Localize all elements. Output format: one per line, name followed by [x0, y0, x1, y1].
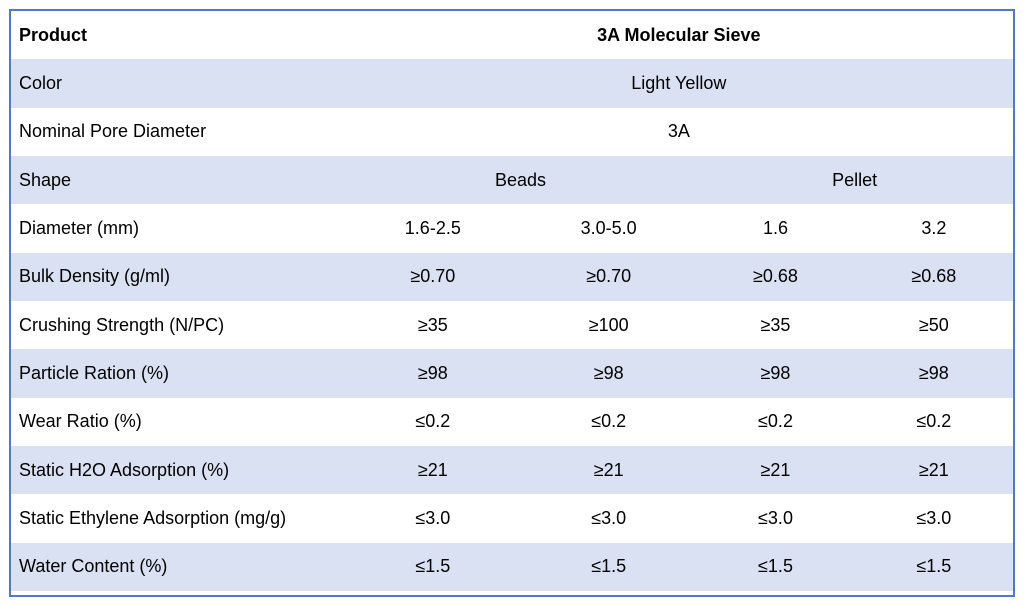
value-cell: ≥50	[918, 314, 949, 335]
value-cell: 1.6-2.5	[404, 217, 461, 238]
value-cell: ≤3.0	[591, 507, 627, 528]
value-cell: ≥0.68	[696, 252, 855, 301]
value-cell: ≥21	[696, 445, 855, 495]
value-cell: 3.2	[921, 217, 947, 238]
row-label-particle-ration: Particle Ration (%)	[11, 349, 345, 398]
row-label-crushing-strength: Crushing Strength (N/PC)	[19, 314, 225, 335]
table-row-particle-ration: Particle Ration (%) ≥98 ≥98 ≥98 ≥98	[11, 349, 1013, 398]
color-value: Light Yellow	[344, 59, 1013, 108]
table-row-bulk-density: Bulk Density (g/ml) ≥0.70 ≥0.70 ≥0.68 ≥0…	[11, 252, 1013, 301]
table-row-product: Product 3A Molecular Sieve	[11, 11, 1013, 59]
row-label-shape: Shape	[11, 155, 345, 205]
value-cell: ≤1.5	[521, 542, 697, 591]
pore-diameter-value: 3A	[667, 121, 690, 142]
value-cell: ≥100	[588, 314, 629, 335]
value-cell: ≤1.5	[854, 542, 1013, 591]
table-row-static-ethylene-adsorption: Static Ethylene Adsorption (mg/g) ≤3.0 ≤…	[11, 494, 1013, 542]
value-cell: ≥35	[760, 314, 791, 335]
product-spec-table: Product 3A Molecular Sieve Color Light Y…	[11, 11, 1013, 591]
value-cell: ≤1.5	[344, 542, 521, 591]
value-cell: 1.6	[762, 217, 789, 238]
row-label-color: Color	[11, 59, 345, 108]
shape-group-pellet: Pellet	[696, 155, 1013, 205]
value-cell: ≤0.2	[916, 411, 952, 432]
table-row-color: Color Light Yellow	[11, 59, 1013, 108]
value-cell: ≥98	[344, 349, 521, 398]
value-cell: ≥21	[521, 445, 697, 495]
row-label-pore-diameter: Nominal Pore Diameter	[19, 121, 207, 142]
value-cell: ≥21	[344, 445, 521, 495]
table-row-crushing-strength: Crushing Strength (N/PC) ≥35 ≥100 ≥35 ≥5…	[11, 301, 1013, 349]
row-label-wear-ratio: Wear Ratio (%)	[19, 411, 142, 432]
value-cell: ≥35	[417, 314, 448, 335]
value-cell: ≥0.70	[344, 252, 521, 301]
value-cell: ≥0.70	[521, 252, 697, 301]
value-cell: ≤0.2	[758, 411, 793, 432]
value-cell: ≤3.0	[758, 507, 793, 528]
spec-table-frame: Product 3A Molecular Sieve Color Light Y…	[9, 9, 1015, 597]
row-label-water-content: Water Content (%)	[11, 542, 345, 591]
row-label-static-ethylene-adsorption: Static Ethylene Adsorption (mg/g)	[19, 507, 287, 528]
value-cell: ≤3.0	[415, 507, 451, 528]
table-row-shape: Shape Beads Pellet	[11, 155, 1013, 205]
value-cell: ≥98	[854, 349, 1013, 398]
value-cell: ≥98	[521, 349, 697, 398]
product-name-value: 3A Molecular Sieve	[597, 24, 761, 45]
row-label-diameter: Diameter (mm)	[19, 217, 139, 238]
value-cell: ≥0.68	[854, 252, 1013, 301]
table-row-static-h2o-adsorption: Static H2O Adsorption (%) ≥21 ≥21 ≥21 ≥2…	[11, 445, 1013, 495]
table-row-pore-diameter: Nominal Pore Diameter 3A	[11, 108, 1013, 156]
value-cell: ≤1.5	[696, 542, 855, 591]
value-cell: ≤0.2	[415, 411, 451, 432]
table-row-water-content: Water Content (%) ≤1.5 ≤1.5 ≤1.5 ≤1.5	[11, 542, 1013, 591]
table-row-diameter: Diameter (mm) 1.6-2.5 3.0-5.0 1.6 3.2	[11, 204, 1013, 252]
shape-group-beads: Beads	[344, 155, 697, 205]
value-cell: ≤0.2	[591, 411, 627, 432]
row-label-bulk-density: Bulk Density (g/ml)	[11, 252, 345, 301]
value-cell: ≥98	[696, 349, 855, 398]
row-label-static-h2o-adsorption: Static H2O Adsorption (%)	[11, 445, 345, 495]
table-row-wear-ratio: Wear Ratio (%) ≤0.2 ≤0.2 ≤0.2 ≤0.2	[11, 398, 1013, 446]
value-cell: ≤3.0	[916, 507, 952, 528]
value-cell: 3.0-5.0	[580, 217, 637, 238]
value-cell: ≥21	[854, 445, 1013, 495]
row-label-product: Product	[19, 24, 88, 45]
